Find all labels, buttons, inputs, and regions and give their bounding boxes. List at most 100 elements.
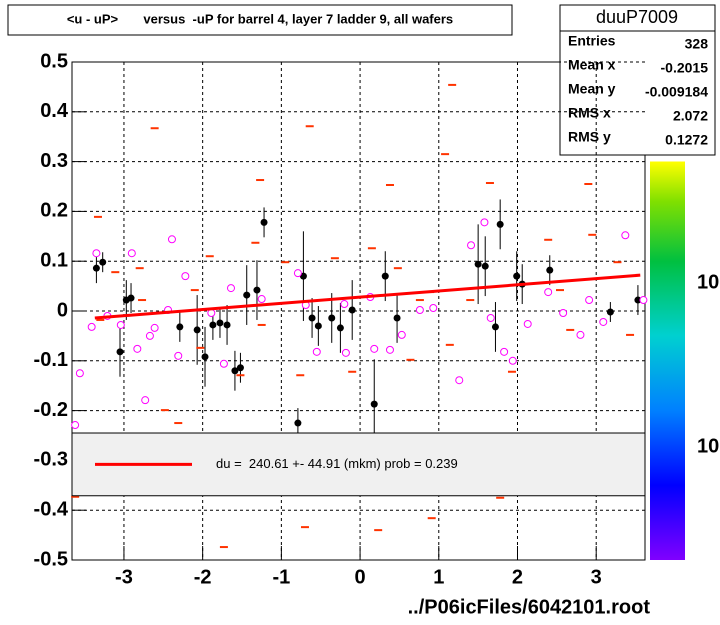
point [576, 330, 585, 339]
point [312, 347, 321, 356]
point [116, 320, 125, 329]
point [621, 231, 630, 240]
x-tick-label: -3 [115, 566, 133, 588]
point [508, 356, 517, 365]
point [75, 369, 84, 378]
point [480, 218, 489, 227]
point [141, 396, 150, 405]
point [415, 306, 424, 315]
point [340, 300, 349, 309]
point [513, 272, 521, 280]
point [243, 291, 251, 299]
point [639, 296, 648, 305]
point [523, 319, 532, 328]
point [219, 359, 228, 368]
point [429, 304, 438, 313]
point [585, 296, 594, 305]
stats-box: duuP7009 Entries 328 Mean x -0.2015 Mean y -0… [559, 4, 716, 156]
point [336, 324, 344, 332]
y-tick-label: -0.2 [34, 399, 68, 421]
point [176, 323, 184, 331]
point [314, 322, 322, 330]
point [544, 288, 553, 297]
point [348, 306, 356, 314]
stats-title: duuP7009 [596, 7, 678, 27]
point [606, 308, 614, 316]
y-tick-label: 0.3 [40, 150, 68, 172]
y-tick-label: -0.3 [34, 449, 68, 471]
point [546, 266, 554, 274]
stats-label: RMS x [568, 105, 611, 121]
point [474, 260, 482, 268]
y-tick-label: -0.1 [34, 349, 68, 371]
point [294, 419, 302, 427]
point [223, 321, 231, 329]
stats-value: 328 [685, 36, 709, 52]
point [133, 344, 142, 353]
palette-label: 10 [697, 271, 719, 293]
point [257, 295, 266, 304]
point [253, 286, 261, 294]
point [231, 367, 239, 375]
point [207, 308, 216, 317]
stats-label: Mean x [568, 57, 616, 73]
y-tick-label: 0.2 [40, 200, 68, 222]
point [634, 296, 642, 304]
point [226, 284, 235, 293]
point [393, 314, 401, 322]
point [308, 314, 316, 322]
y-tick-label: -0.5 [34, 548, 68, 570]
point [496, 220, 504, 228]
palette-label: 10 [697, 435, 719, 457]
point [481, 262, 489, 270]
point [181, 272, 190, 281]
stats-label: RMS y [568, 129, 611, 145]
x-tick-label: -1 [272, 566, 290, 588]
point [491, 323, 499, 331]
title-box [7, 4, 513, 36]
stats-value: 2.072 [673, 108, 708, 124]
point [167, 235, 176, 244]
stats-value: -0.2015 [661, 60, 709, 76]
point [209, 321, 217, 329]
point [328, 314, 336, 322]
point [193, 326, 201, 334]
point [116, 348, 124, 356]
fit-line [94, 273, 641, 320]
x-tick-label: 1 [433, 566, 444, 588]
point [500, 347, 509, 356]
y-tick-label: 0 [57, 299, 68, 321]
point [150, 323, 159, 332]
point [455, 376, 464, 385]
x-tick-label: -2 [194, 566, 212, 588]
point [92, 249, 101, 258]
point [341, 348, 350, 357]
point [370, 400, 378, 408]
stats-value: 0.1272 [665, 132, 708, 148]
point [216, 319, 224, 327]
x-tick-label: 2 [512, 566, 523, 588]
point [174, 351, 183, 360]
point [145, 331, 154, 340]
point [201, 353, 209, 361]
point [293, 269, 302, 278]
x-tick-label: 3 [591, 566, 602, 588]
x-axis-label: ../P06icFiles/6042101.root [408, 596, 651, 618]
stats-value: -0.009184 [645, 84, 708, 100]
y-tick-label: 0.1 [40, 249, 68, 271]
point [381, 272, 389, 280]
stats-label: Mean y [568, 81, 616, 97]
point [397, 330, 406, 339]
stats-label: Entries [568, 33, 616, 49]
point [385, 345, 394, 354]
point [559, 308, 568, 317]
fit-legend-text: du = 240.61 +- 44.91 (mkm) prob = 0.239 [216, 456, 458, 471]
point [599, 317, 608, 326]
chart-title: <u - uP> versus -uP for barrel 4, layer … [67, 11, 453, 26]
point [71, 421, 80, 430]
point [467, 241, 476, 250]
stats-frame [559, 4, 716, 156]
point [127, 294, 135, 302]
point [99, 258, 107, 266]
